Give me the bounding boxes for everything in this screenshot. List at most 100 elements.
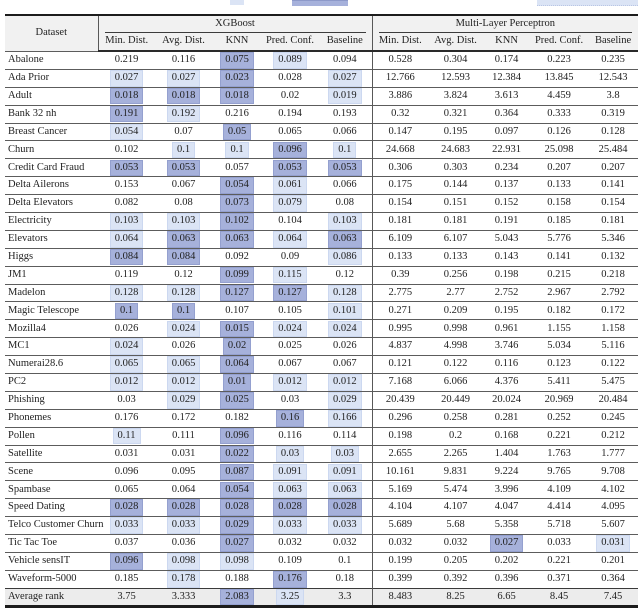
cell-mlp: 2.77 [428,283,484,302]
dataset-name: Spambase [5,480,98,499]
cell-mlp: 4.095 [588,498,639,517]
cell-mlp: 25.098 [530,140,589,159]
cell-mlp: 4.102 [588,480,639,499]
cell-xgb: 0.031 [155,444,212,463]
near-best-value-highlight: 0.064 [109,231,144,248]
cell-xgb: 0.092 [212,247,262,267]
cell-xgb: 0.054 [98,122,155,141]
dataset-name: Elevators [5,229,98,249]
near-best-value-highlight: 0.1 [333,141,357,159]
near-best-value-highlight: 0.019 [327,87,362,105]
near-best-value-highlight: 0.064 [273,231,307,248]
table-row: Waveform-5000 0.185 0.178 0.188 0.176 0.18 0.3… [5,569,639,589]
cell-mlp: 22.931 [483,140,531,159]
near-best-value-highlight: 0.033 [327,517,362,534]
cell-mlp: 4.109 [530,480,589,499]
cell-mlp: 0.143 [483,247,531,267]
cell-xgb: 0.176 [262,569,318,589]
cell-mlp: 0.221 [530,551,589,571]
cell-mlp: 0.399 [371,569,429,589]
cell-mlp: 0.182 [530,301,589,320]
results-table: Dataset XGBoost Multi-Layer Perceptron M… [5,14,639,609]
best-value-highlight: 0.063 [220,231,254,248]
cell-xgb: 0.028 [98,498,155,517]
near-best-value-highlight: 0.128 [327,284,362,302]
cell-xgb: 0.066 [318,176,373,195]
best-value-highlight: 0.102 [220,213,254,230]
cell-mlp: 0.201 [588,551,639,571]
cell-xgb: 0.1 [155,301,212,320]
cell-xgb: 0.089 [262,50,318,70]
cell-xgb: 0.128 [318,283,373,302]
cell-xgb: 0.109 [262,551,318,571]
cell-mlp: 0.202 [483,551,531,571]
cell-xgb: 2.083 [212,587,262,607]
cell-xgb: 0.065 [98,480,155,499]
subheader-min-dist: Min. Dist. [98,33,155,52]
best-value-highlight: 0.018 [109,87,144,105]
near-best-value-highlight: 0.024 [166,320,201,338]
cell-xgb: 0.053 [262,158,318,177]
best-value-highlight: 0.018 [166,87,201,105]
cell-mlp: 2.265 [428,444,484,463]
best-value-highlight: 0.063 [166,231,201,248]
cell-xgb: 0.027 [212,534,262,553]
cell-xgb: 0.095 [155,462,212,481]
cell-mlp: 8.45 [530,587,589,607]
cell-mlp: 0.319 [588,104,639,124]
cell-xgb: 0.087 [212,462,262,481]
cell-mlp: 0.123 [530,355,589,374]
cell-xgb: 0.063 [318,229,373,249]
best-value-highlight: 0.075 [220,52,254,69]
subheader-min-dist: Min. Dist. [371,33,429,52]
cell-xgb: 0.18 [318,569,373,589]
cell-xgb: 0.064 [262,229,318,249]
best-value-highlight: 0.084 [166,248,201,266]
near-best-value-highlight: 0.1 [171,141,196,159]
cell-xgb: 0.114 [318,426,373,446]
table-row: Spambase 0.065 0.064 0.054 0.063 0.063 5.169 5.… [5,480,639,499]
cell-xgb: 0.1 [318,140,373,159]
cell-mlp: 0.144 [428,176,484,195]
cell-mlp: 0.371 [530,569,589,589]
near-best-value-highlight: 0.012 [166,374,201,391]
cell-mlp: 0.252 [530,408,589,428]
cell-mlp: 1.763 [530,444,589,463]
table-row: Ada Prior 0.027 0.027 0.023 0.028 0.027 12.766… [5,68,639,88]
cell-xgb: 0.104 [262,212,318,231]
cell-xgb: 0.033 [262,516,318,535]
cell-mlp: 9.765 [530,462,589,481]
cell-mlp: 24.668 [371,140,429,159]
cell-xgb: 0.166 [318,408,373,428]
cell-xgb: 0.119 [98,265,155,285]
table-row: PC2 0.012 0.012 0.01 0.012 0.012 7.168 6.066 4.3… [5,373,639,392]
cell-mlp: 5.475 [588,373,639,392]
near-best-value-highlight: 0.091 [327,463,362,481]
cell-xgb: 0.188 [212,569,262,589]
cell-mlp: 0.195 [483,301,531,320]
cell-mlp: 3.8 [588,86,639,106]
cell-mlp: 0.303 [428,158,484,177]
best-value-highlight: 0.028 [109,499,144,516]
cell-mlp: 24.683 [428,140,484,159]
cell-mlp: 4.047 [483,498,531,517]
cell-mlp: 0.137 [483,176,531,195]
near-best-value-highlight: 0.098 [220,553,254,570]
cell-mlp: 0.364 [483,104,531,124]
cell-mlp: 3.613 [483,86,531,106]
subheader-pred-conf: Pred. Conf. [530,33,589,52]
cell-xgb: 0.024 [155,319,212,338]
cell-xgb: 0.107 [212,301,262,320]
cell-xgb: 0.053 [155,158,212,177]
cell-xgb: 0.102 [212,212,262,231]
cell-xgb: 0.032 [318,534,373,553]
cell-xgb: 0.182 [212,408,262,428]
cell-mlp: 0.132 [588,247,639,267]
cell-xgb: 0.098 [155,551,212,571]
cell-xgb: 0.053 [98,158,155,177]
near-best-value-highlight: 0.029 [166,392,201,409]
cell-xgb: 0.03 [98,390,155,410]
table-row: Delta Ailerons 0.153 0.067 0.054 0.061 0.066 0… [5,176,639,195]
subheader-avg-dist: Avg. Dist. [428,33,484,52]
cell-mlp: 0.122 [428,355,484,374]
